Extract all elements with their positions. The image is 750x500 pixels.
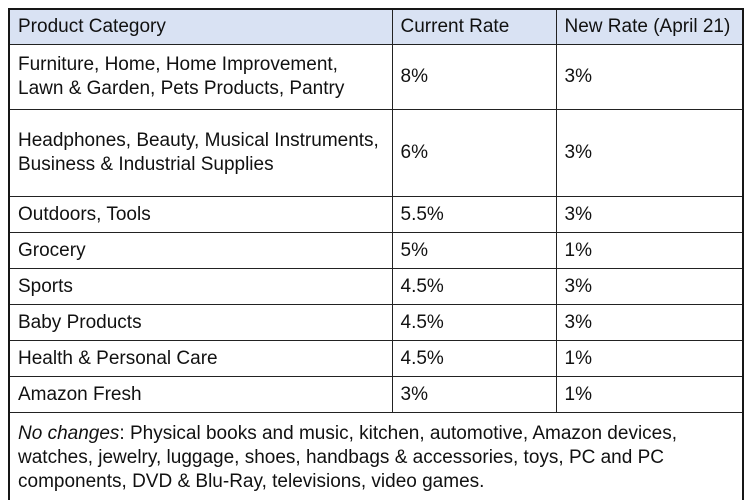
header-row: Product Category Current Rate New Rate (… <box>8 8 744 45</box>
cell-new-rate: 3% <box>555 196 744 233</box>
table-row: Furniture, Home, Home Improvement, Lawn … <box>8 44 744 110</box>
table-row: Headphones, Beauty, Musical Instruments,… <box>8 109 744 197</box>
cell-current-rate: 8% <box>391 44 557 110</box>
table-row: Sports 4.5% 3% <box>8 268 744 305</box>
footer-note-text: : Physical books and music, kitchen, aut… <box>18 422 678 493</box>
cell-current-rate: 4.5% <box>391 268 557 305</box>
footer-note-label: No changes <box>18 422 120 444</box>
cell-new-rate: 3% <box>555 304 744 341</box>
cell-new-rate: 1% <box>555 340 744 377</box>
header-product-category: Product Category <box>8 8 393 45</box>
cell-category: Amazon Fresh <box>8 376 393 413</box>
cell-new-rate: 3% <box>555 109 744 197</box>
cell-new-rate: 1% <box>555 376 744 413</box>
commission-rate-table: Product Category Current Rate New Rate (… <box>8 8 744 500</box>
header-new-rate: New Rate (April 21) <box>555 8 744 45</box>
cell-current-rate: 5% <box>391 232 557 269</box>
footer-note-cell: No changes: Physical books and music, ki… <box>8 412 744 500</box>
cell-current-rate: 4.5% <box>391 304 557 341</box>
header-current-rate: Current Rate <box>391 8 557 45</box>
cell-new-rate: 1% <box>555 232 744 269</box>
cell-category: Health & Personal Care <box>8 340 393 377</box>
cell-current-rate: 5.5% <box>391 196 557 233</box>
cell-current-rate: 4.5% <box>391 340 557 377</box>
table-row: Outdoors, Tools 5.5% 3% <box>8 196 744 233</box>
table-row: Amazon Fresh 3% 1% <box>8 376 744 413</box>
table-row: Baby Products 4.5% 3% <box>8 304 744 341</box>
footer-note-row: No changes: Physical books and music, ki… <box>8 412 744 500</box>
cell-current-rate: 6% <box>391 109 557 197</box>
table-header: Product Category Current Rate New Rate (… <box>8 8 744 45</box>
cell-category: Furniture, Home, Home Improvement, Lawn … <box>8 44 393 110</box>
cell-current-rate: 3% <box>391 376 557 413</box>
cell-new-rate: 3% <box>555 44 744 110</box>
table-body: Furniture, Home, Home Improvement, Lawn … <box>8 44 744 500</box>
table-row: Grocery 5% 1% <box>8 232 744 269</box>
cell-category: Baby Products <box>8 304 393 341</box>
cell-category: Outdoors, Tools <box>8 196 393 233</box>
cell-new-rate: 3% <box>555 268 744 305</box>
table-row: Health & Personal Care 4.5% 1% <box>8 340 744 377</box>
cell-category: Sports <box>8 268 393 305</box>
cell-category: Grocery <box>8 232 393 269</box>
cell-category: Headphones, Beauty, Musical Instruments,… <box>8 109 393 197</box>
